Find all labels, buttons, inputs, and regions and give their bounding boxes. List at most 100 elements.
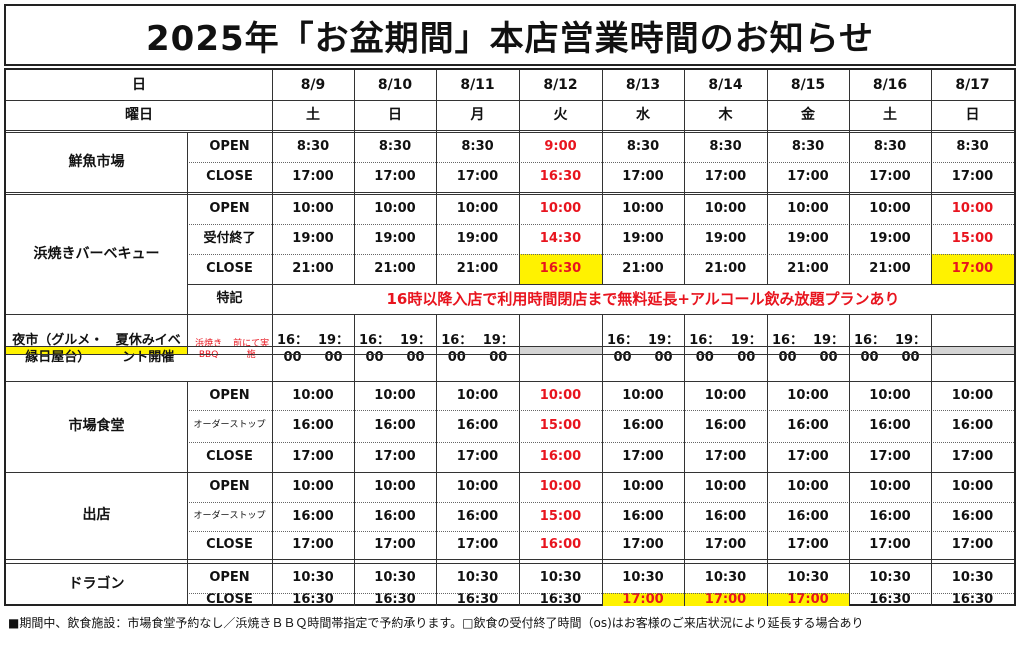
time-cell: 17:00 (456, 169, 499, 185)
time-cell: 19:00 (869, 231, 911, 247)
time-cell: 17:00 (374, 169, 416, 185)
grid-line (187, 253, 1014, 255)
time-cell: 16:00 (787, 418, 829, 434)
time-cell: 17:00 (767, 592, 849, 607)
time-cell: 16:00 (704, 418, 747, 434)
time-cell: 17:00 (931, 254, 1014, 284)
time-cell: 10:30 (704, 570, 747, 586)
grid-line (6, 353, 1014, 355)
time-cell: 16:00 (622, 508, 664, 524)
time-cell: 10:30 (787, 570, 829, 586)
time-cell: 17:00 (869, 169, 911, 185)
grid-line (6, 345, 1014, 347)
time-cell: 10:00 (787, 201, 829, 217)
time-cell: 21:00 (787, 261, 829, 277)
grid-line (6, 471, 1014, 473)
time-cell: 16:00 (456, 508, 499, 524)
time-cell: 10:00 (374, 201, 416, 217)
time-cell: 17:00 (787, 449, 829, 465)
grid-line (848, 70, 850, 284)
time-cell: 17:00 (869, 449, 911, 465)
grid-line (186, 381, 188, 606)
grid-line (518, 314, 520, 606)
header-weekday: 土 (306, 106, 320, 123)
header-weekday: 水 (636, 106, 650, 123)
time-cell: 10:00 (374, 387, 416, 403)
row-label: OPEN (209, 479, 250, 495)
time-cell: 17:00 (869, 537, 911, 553)
grid-line (6, 562, 1014, 564)
time-cell: 10:00 (951, 201, 994, 217)
time-cell: 16:00 (951, 508, 994, 524)
time-cell: 10:00 (704, 479, 747, 495)
time-cell: 10:00 (704, 387, 747, 403)
row-label: オーダー ストップ (193, 510, 266, 521)
time-cell: 15:00 (951, 231, 994, 247)
time-cell: 17:00 (456, 537, 499, 553)
time-cell: 10:00 (951, 387, 994, 403)
time-cell: 10:00 (539, 201, 582, 217)
grid-line (187, 283, 1014, 285)
time-cell: 8:30 (709, 139, 742, 155)
grid-line (271, 70, 273, 606)
time-cell: 17:00 (704, 169, 747, 185)
time-cell: 10:00 (622, 201, 664, 217)
time-cell: 8:30 (626, 139, 660, 155)
time-cell: 10:00 (539, 387, 582, 403)
time-cell: 8:30 (873, 139, 907, 155)
row-label: CLOSE (206, 261, 253, 277)
time-cell: 10:00 (456, 201, 499, 217)
grid-line (6, 193, 1014, 195)
page-title: 2025年「お盆期間」本店営業時間のお知らせ (4, 4, 1016, 66)
time-cell: 17:00 (456, 449, 499, 465)
time-cell: 10:00 (374, 479, 416, 495)
header-weekday: 金 (801, 106, 815, 123)
time-cell: 19:00 (704, 231, 747, 247)
time-cell: 10:30 (869, 570, 911, 586)
grid-line (6, 131, 1014, 133)
time-cell: 16:00 (292, 418, 334, 434)
time-cell: 16:00 (374, 508, 416, 524)
grid-line (187, 313, 1014, 315)
header-date: 8/14 (708, 76, 743, 93)
grid-line (187, 501, 1014, 503)
night-market-sub: 浜焼きBBQ 前にて実施 (195, 338, 270, 360)
time-cell: 16：00 19：00 (606, 333, 680, 365)
time-cell: 16:00 (292, 508, 334, 524)
row-label: OPEN (209, 570, 250, 586)
time-cell: 16:00 (539, 449, 582, 465)
grid-line (6, 99, 1014, 101)
row-label: OPEN (209, 139, 250, 155)
grid-line (187, 441, 1014, 443)
grid-line (518, 70, 520, 284)
time-cell: 17:00 (951, 537, 994, 553)
grid-line (601, 70, 603, 284)
time-cell: 10:00 (292, 479, 334, 495)
grid-line (930, 314, 932, 606)
time-cell: 19:00 (622, 231, 664, 247)
header-date: 8/17 (955, 76, 990, 93)
row-label: OPEN (209, 387, 250, 403)
time-cell: 16:30 (456, 591, 499, 607)
grid-line (6, 191, 1014, 193)
header-weekday: 土 (883, 106, 897, 123)
header-weekday-label: 曜日 (125, 106, 153, 123)
time-cell: 10:00 (869, 387, 911, 403)
time-cell: 19:00 (292, 231, 334, 247)
header-weekday: 木 (718, 106, 733, 123)
time-cell: 8:30 (791, 139, 825, 155)
time-cell: 15:00 (539, 508, 582, 524)
section-name: 市場食堂 (68, 418, 125, 435)
time-cell: 10:00 (787, 479, 829, 495)
business-hours-table: 日曜日 8/9 土 8/10 日 8/11 月 8/12 火 8/13 水 8/14 木 8/15 金 8/1… (4, 68, 1016, 607)
time-cell: 10:00 (869, 479, 911, 495)
time-cell: 17:00 (704, 449, 747, 465)
row-label: CLOSE (206, 449, 253, 465)
time-cell: 10:30 (292, 570, 334, 586)
header-date: 8/9 (300, 76, 326, 93)
time-cell: 10:00 (622, 479, 664, 495)
grid-line (435, 70, 437, 284)
header-date: 8/13 (625, 76, 661, 93)
time-cell: 16:30 (539, 169, 582, 185)
grid-line (766, 314, 768, 606)
